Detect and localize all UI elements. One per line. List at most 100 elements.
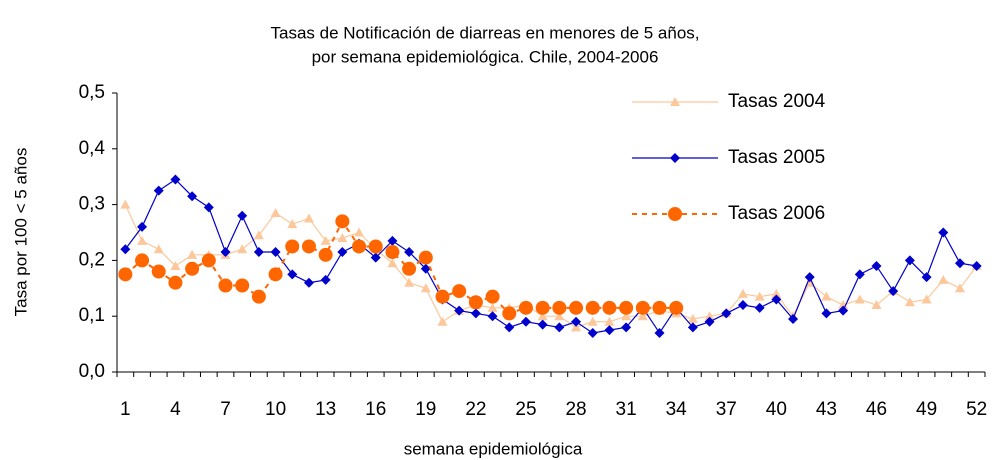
marker [337, 233, 348, 243]
marker [137, 235, 148, 245]
marker [435, 289, 450, 304]
marker [737, 300, 748, 311]
marker [402, 261, 417, 276]
x-tick-label: 13 [315, 399, 336, 420]
marker [418, 250, 433, 265]
x-tick-label: 7 [220, 399, 231, 420]
marker [585, 300, 600, 315]
marker [251, 289, 266, 304]
x-tick-label: 16 [365, 399, 386, 420]
marker [954, 258, 965, 269]
marker [135, 253, 150, 268]
marker [771, 288, 782, 298]
marker [170, 174, 181, 185]
marker [687, 313, 698, 323]
marker [788, 313, 799, 324]
marker [704, 311, 715, 321]
x-tick-label: 19 [415, 399, 436, 420]
y-tick-label: 0,1 [79, 305, 105, 326]
x-tick-label: 49 [916, 399, 937, 420]
marker [201, 253, 216, 268]
marker [151, 264, 166, 279]
marker [904, 297, 915, 307]
marker [587, 316, 598, 326]
marker [235, 278, 250, 293]
marker [754, 291, 765, 301]
marker [287, 269, 298, 280]
marker [187, 191, 198, 202]
series-line [124, 219, 677, 315]
marker [621, 311, 632, 321]
marker [537, 319, 548, 330]
marker [621, 322, 632, 333]
marker [571, 316, 582, 327]
marker [704, 316, 715, 327]
marker [635, 300, 650, 315]
marker [535, 300, 550, 315]
marker [153, 244, 164, 254]
marker [487, 311, 498, 322]
marker [120, 199, 131, 209]
marker [821, 308, 832, 319]
marker [938, 227, 949, 238]
marker [387, 235, 398, 246]
marker [518, 300, 533, 315]
marker [888, 286, 899, 297]
marker [352, 239, 367, 254]
chart-title: Tasas de Notificación de diarreas en men… [270, 23, 699, 42]
marker [921, 272, 932, 283]
marker [120, 244, 131, 255]
marker [921, 294, 932, 304]
y-tick-label: 0,5 [79, 82, 105, 103]
marker [904, 255, 915, 266]
marker [237, 210, 248, 221]
x-tick-label: 52 [966, 399, 987, 420]
marker [437, 316, 448, 326]
x-tick-label: 37 [716, 399, 737, 420]
marker [354, 227, 365, 237]
marker [487, 302, 498, 312]
x-tick-label: 40 [766, 399, 787, 420]
marker [554, 322, 565, 333]
y-tick-label: 0,2 [79, 249, 105, 270]
marker [220, 247, 231, 258]
marker [587, 327, 598, 338]
marker [452, 284, 467, 299]
marker [754, 302, 765, 313]
marker [385, 245, 400, 260]
marker [485, 289, 500, 304]
marker [504, 322, 515, 333]
marker [669, 300, 684, 315]
marker [187, 249, 198, 259]
legend-marker [670, 153, 680, 163]
x-tick-label: 31 [616, 399, 637, 420]
marker [854, 269, 865, 280]
marker [137, 221, 148, 232]
x-tick-label: 1 [120, 399, 131, 420]
marker [502, 306, 517, 321]
marker [420, 283, 431, 293]
marker [303, 213, 314, 223]
marker [619, 300, 634, 315]
marker [569, 300, 584, 315]
y-tick-label: 0,4 [79, 138, 106, 159]
marker [571, 322, 582, 332]
x-tick-label: 10 [265, 399, 286, 420]
marker [404, 247, 415, 258]
y-axis-label: Tasa por 100 < 5 años [11, 148, 30, 317]
y-tick-label: 0,3 [79, 194, 105, 215]
marker [470, 308, 481, 319]
marker [287, 219, 298, 229]
marker [285, 239, 300, 254]
marker [652, 300, 667, 315]
marker [368, 239, 383, 254]
series-line [124, 204, 978, 329]
marker [737, 288, 748, 298]
marker [270, 247, 281, 258]
marker [270, 207, 281, 217]
marker [118, 267, 133, 282]
marker [337, 247, 348, 258]
marker [554, 311, 565, 321]
marker [253, 230, 264, 240]
